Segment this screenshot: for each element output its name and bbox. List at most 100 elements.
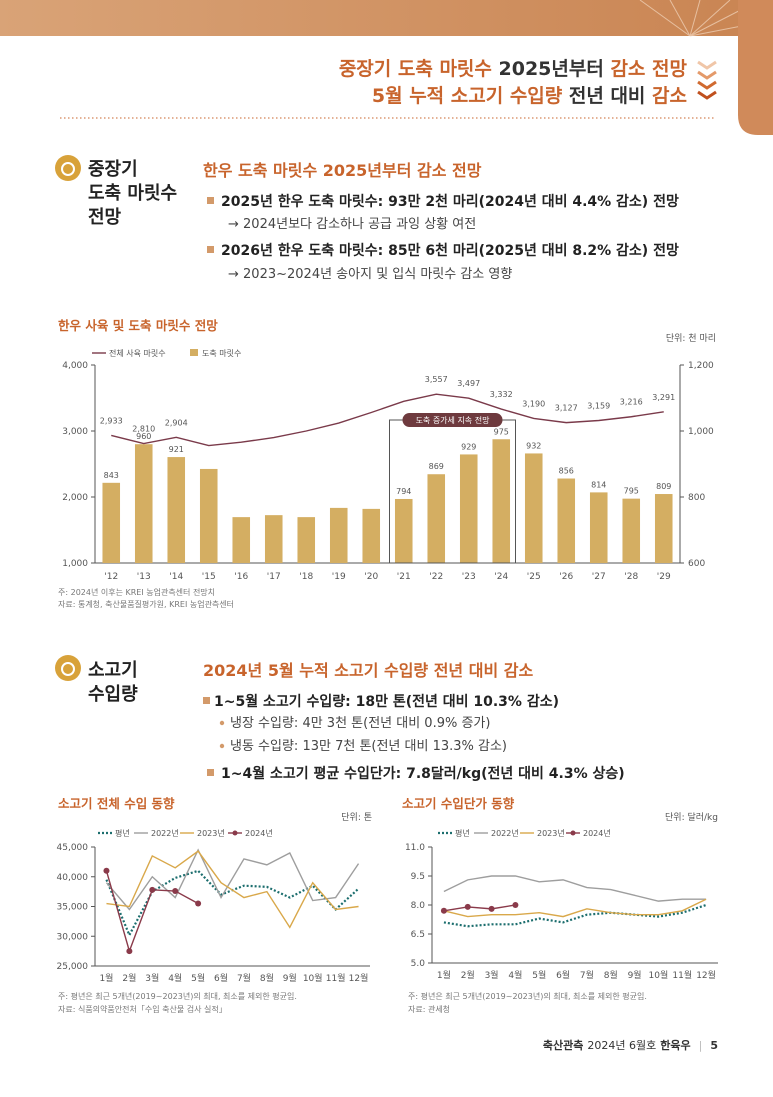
x-tick-label: '19	[332, 572, 346, 582]
section-label: 도축 마릿수	[88, 183, 177, 204]
bullet	[207, 197, 214, 204]
bar-value-label: 795	[624, 487, 639, 496]
x-tick-label: 1월	[99, 972, 113, 984]
chevrons	[697, 60, 717, 100]
line-value-label: 3,291	[652, 393, 675, 402]
bar-value-label: 856	[559, 467, 574, 476]
chart-note: 자료: 통계청, 축산물품질평가원, KREI 농업관측센터	[58, 599, 234, 609]
header-line: 중장기 도축 마릿수 2025년부터 감소 전망	[339, 58, 688, 80]
x-tick-label: 6월	[556, 969, 570, 981]
x-tick-label: 1월	[437, 969, 451, 981]
x-tick-label: 2월	[122, 972, 136, 984]
chart-note: 자료: 관세청	[408, 1004, 450, 1014]
x-tick-label: 9월	[283, 972, 297, 984]
unit-label: 단위: 톤	[341, 812, 372, 823]
bar	[362, 508, 381, 563]
chart-title: 소고기 수입단가 동향	[402, 796, 515, 811]
bullet	[207, 769, 214, 776]
bullet-text: 1~4월 소고기 평균 수입단가: 7.8달러/kg(전년 대비 4.3% 상승…	[221, 765, 625, 782]
x-tick-label: 5월	[191, 972, 205, 984]
y-tick-label: 30,000	[57, 932, 89, 942]
x-tick-label: 4월	[508, 969, 522, 981]
x-tick-label: 5월	[532, 969, 546, 981]
x-tick-label: 9월	[628, 969, 642, 981]
bullet-sub: 냉장 수입량: 4만 3천 톤(전년 대비 0.9% 증가)	[230, 716, 490, 731]
x-tick-label: 7월	[580, 969, 594, 981]
line-value-label: 2,904	[165, 418, 188, 427]
x-tick-label: '13	[137, 572, 151, 582]
legend-label: 2022년	[491, 828, 519, 838]
bar-value-label: 809	[656, 482, 671, 491]
line	[443, 898, 707, 918]
point-marker	[440, 907, 447, 914]
y2-tick-label: 1,000	[688, 427, 714, 437]
line	[105, 848, 360, 911]
x-tick-label: '26	[559, 572, 573, 582]
x-tick-label: '21	[397, 572, 411, 582]
bar-value-label: 843	[104, 471, 119, 480]
section-label: 중장기	[88, 159, 138, 180]
bar-value-label: 921	[169, 445, 184, 454]
line	[106, 850, 359, 929]
bar	[589, 492, 608, 563]
bullet-sub: → 2024년보다 감소하나 공급 과잉 상황 여전	[228, 217, 476, 232]
bar	[232, 517, 251, 563]
bullet-sub: 냉동 수입량: 13만 7천 톤(전년 대비 13.3% 감소)	[230, 739, 507, 754]
bar	[492, 439, 511, 563]
legend-label: 2023년	[537, 828, 565, 838]
y-tick-label: 35,000	[57, 903, 89, 913]
x-tick-label: 10월	[649, 969, 669, 981]
chart-note: 주: 2024년 이후는 KREI 농업관측센터 전망치	[58, 587, 215, 597]
legend-label: 2024년	[245, 828, 273, 838]
bar	[264, 515, 283, 563]
y-tick-label: 25,000	[57, 962, 89, 972]
x-tick-label: 2월	[461, 969, 475, 981]
x-tick-label: '18	[299, 572, 313, 582]
top-banner	[0, 0, 773, 36]
y-tick-label: 2,000	[62, 493, 88, 503]
y-tick-label: 4,000	[62, 361, 88, 371]
bar-value-label: 932	[526, 441, 541, 450]
bar	[297, 517, 316, 563]
x-tick-label: '16	[234, 572, 248, 582]
bar	[199, 468, 218, 563]
legend-label: 2024년	[583, 828, 611, 838]
point-marker	[149, 886, 156, 893]
section-label: 소고기	[88, 660, 138, 681]
x-tick-label: '24	[494, 572, 508, 582]
x-tick-label: 3월	[485, 969, 499, 981]
x-tick-label: 6월	[214, 972, 228, 984]
x-tick-label: 12월	[696, 969, 716, 981]
unit-label: 단위: 천 마리	[666, 333, 716, 344]
legend-label: 전체 사육 마릿수	[109, 348, 166, 358]
footer-part: 2024년 6월호	[587, 1039, 656, 1052]
x-tick-label: 12월	[349, 972, 369, 984]
footer: 축산관측 2024년 6월호 한육우 | 5	[543, 1038, 718, 1052]
bar	[524, 453, 543, 563]
legend-swatch	[570, 830, 576, 836]
line-value-label: 3,557	[425, 375, 448, 384]
bar	[102, 482, 121, 563]
section-label: 수입량	[88, 683, 138, 705]
bar-value-label: 975	[494, 427, 509, 436]
bar	[427, 474, 446, 563]
line	[443, 875, 707, 902]
chart-note: 주: 평년은 최근 5개년(2019~2023년)의 최대, 최소를 제외한 평…	[408, 991, 647, 1001]
line-value-label: 2,933	[100, 416, 123, 425]
legend-swatch	[232, 830, 238, 836]
bar	[167, 457, 186, 563]
bar-value-label: 794	[396, 487, 411, 496]
annotation-text: 도축 증가세 지속 전망	[416, 415, 491, 425]
bar-value-label: 960	[136, 432, 151, 441]
chart-title: 한우 사육 및 도축 마릿수 전망	[58, 318, 218, 333]
bullet-text: 2025년 한우 도축 마릿수: 93만 2천 마리(2024년 대비 4.4%…	[221, 193, 679, 210]
bar-value-label: 869	[429, 462, 444, 471]
x-tick-label: 10월	[303, 972, 323, 984]
y-tick-label: 11.0	[405, 843, 425, 853]
line-value-label: 3,497	[457, 379, 480, 388]
header-part: 2025년부터	[492, 58, 611, 80]
annotation-tag	[402, 413, 503, 427]
y-tick-label: 45,000	[57, 843, 89, 853]
point-marker	[126, 948, 133, 955]
